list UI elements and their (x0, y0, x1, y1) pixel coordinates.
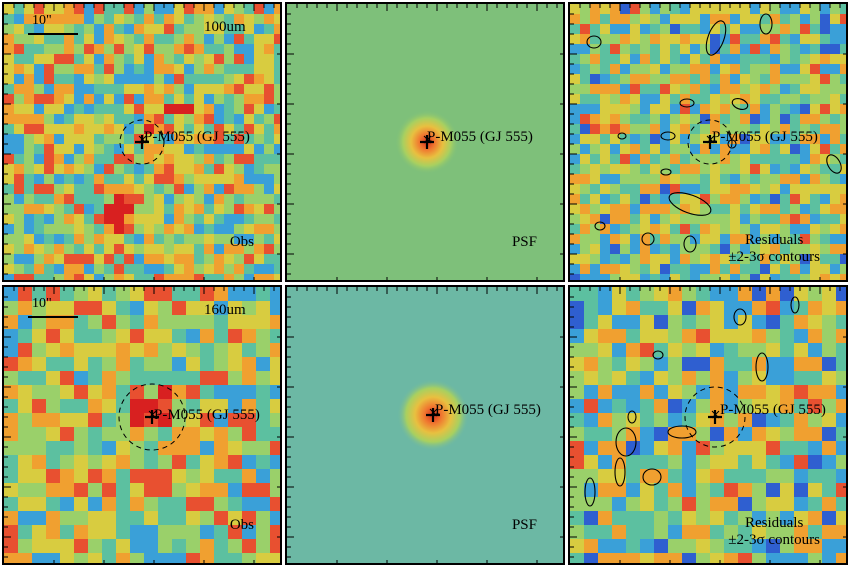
residuals-title: Residuals (744, 232, 804, 248)
source-cross (426, 408, 440, 422)
obs-panel-160um: 10" 160um P-M055 (GJ 555) Obs (2, 285, 282, 565)
source-star (148, 410, 157, 419)
source-cross (135, 135, 149, 149)
contour-label: ±2-3σ contours (728, 532, 820, 548)
source-cross (145, 410, 159, 424)
aperture-circle (687, 119, 733, 165)
residual-panel-160um: P-M055 (GJ 555) Residuals ±2-3σ contours (568, 285, 848, 565)
source-star (429, 408, 438, 417)
axis-ticks (570, 4, 846, 280)
scale-bar-label: 10" (32, 13, 52, 28)
obs-map-100um (4, 4, 280, 280)
pixel-grid (4, 4, 280, 280)
source-star (711, 410, 720, 419)
source-star (423, 135, 432, 144)
residual-contours (586, 13, 842, 253)
source-cross (708, 410, 722, 424)
aperture-circle (119, 119, 165, 165)
source-label: P-M055 (GJ 555) (427, 129, 533, 145)
axis-ticks (4, 4, 280, 280)
aperture-circle (684, 386, 746, 448)
obs-map-160um (4, 287, 280, 563)
source-label: P-M055 (GJ 555) (435, 402, 541, 418)
panel-tag-residuals: Residuals ±2-3σ contours (728, 232, 820, 266)
source-star (138, 135, 147, 144)
source-cross (703, 135, 717, 149)
residual-map-160um (570, 287, 846, 563)
panel-tag-obs: Obs (229, 234, 254, 250)
scale-bar-label: 10" (32, 296, 52, 311)
pixel-grid (570, 287, 846, 563)
source-label: P-M055 (GJ 555) (154, 407, 260, 423)
axis-ticks (287, 4, 563, 280)
panel-tag-residuals: Residuals ±2-3σ contours (728, 515, 820, 549)
panel-tag-obs: Obs (229, 517, 254, 533)
source-cross (420, 135, 434, 149)
source-star (706, 135, 715, 144)
psf-map-100um (287, 4, 563, 280)
band-label-160um: 160um (204, 302, 246, 318)
psf-panel-100um: P-M055 (GJ 555) PSF (285, 2, 565, 282)
source-label: P-M055 (GJ 555) (144, 129, 250, 145)
residual-panel-100um: P-M055 (GJ 555) Residuals ±2-3σ contours (568, 2, 848, 282)
contour-label: ±2-3σ contours (728, 249, 820, 265)
panel-tag-psf: PSF (511, 517, 537, 533)
axis-ticks (570, 287, 846, 563)
source-label: P-M055 (GJ 555) (712, 129, 818, 145)
axis-ticks (287, 287, 563, 563)
band-label-100um: 100um (204, 19, 246, 35)
pixel-grid (4, 287, 280, 563)
aperture-circle (118, 383, 186, 451)
source-label: P-M055 (GJ 555) (720, 402, 826, 418)
obs-panel-100um: 10" 100um P-M055 (GJ 555) Obs (2, 2, 282, 282)
psf-panel-160um: P-M055 (GJ 555) PSF (285, 285, 565, 565)
residual-contours (584, 296, 800, 507)
pixel-grid (570, 4, 846, 280)
residuals-title: Residuals (744, 515, 804, 531)
psf-map-160um (287, 287, 563, 563)
residual-map-100um (570, 4, 846, 280)
axis-ticks (4, 287, 280, 563)
panel-tag-psf: PSF (511, 234, 537, 250)
